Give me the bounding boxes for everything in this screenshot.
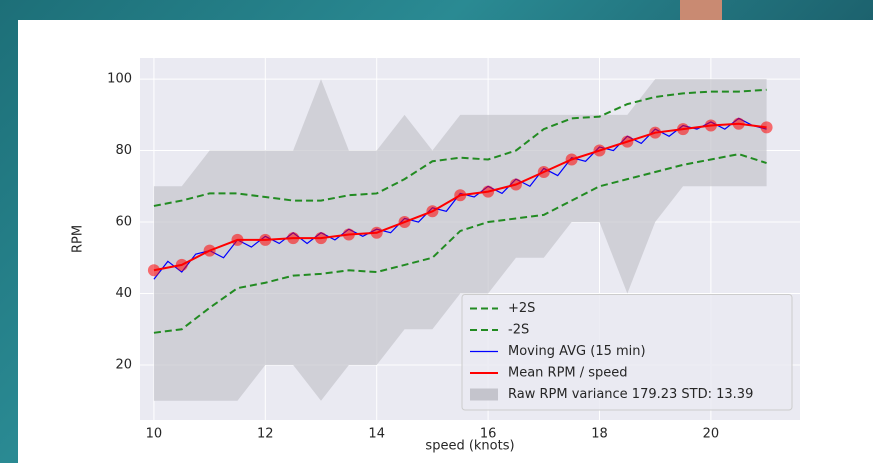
background-object <box>680 0 722 20</box>
marker <box>565 153 578 166</box>
marker <box>426 205 439 218</box>
marker <box>398 216 411 229</box>
marker <box>259 233 272 246</box>
y-tick-label: 20 <box>115 357 132 372</box>
marker <box>537 165 550 178</box>
marker <box>704 119 717 132</box>
x-tick-label: 10 <box>146 427 163 442</box>
marker <box>509 178 522 191</box>
legend-swatch <box>470 388 498 401</box>
marker <box>231 233 244 246</box>
y-tick-label: 60 <box>115 215 132 230</box>
x-tick-label: 20 <box>703 427 720 442</box>
marker <box>287 232 300 245</box>
marker <box>677 123 690 136</box>
marker <box>370 226 383 239</box>
marker <box>342 228 355 241</box>
marker <box>175 258 188 271</box>
x-axis-label: speed (knots) <box>425 439 514 454</box>
legend-label: Moving AVG (15 min) <box>508 344 646 359</box>
series-line <box>153 88 767 207</box>
legend-label: Raw RPM variance 179.23 STD: 13.39 <box>508 387 753 402</box>
legend-label: +2S <box>508 301 535 316</box>
marker <box>649 126 662 139</box>
marker <box>621 135 634 148</box>
marker <box>482 185 495 198</box>
x-tick-label: 12 <box>257 427 274 442</box>
marker <box>760 121 773 134</box>
legend <box>461 294 793 411</box>
marker <box>593 144 606 157</box>
legend-label: -2S <box>508 323 529 338</box>
y-tick-label: 80 <box>115 143 132 158</box>
y-axis-label: RPM <box>71 225 86 253</box>
marker <box>732 117 745 130</box>
marker <box>203 244 216 257</box>
x-tick-label: 16 <box>480 427 497 442</box>
y-tick-label: 40 <box>115 286 132 301</box>
legend-label: Mean RPM / speed <box>508 366 628 381</box>
marker <box>454 189 467 202</box>
x-tick-label: 14 <box>368 427 385 442</box>
y-tick-label: 100 <box>107 72 132 87</box>
series-line <box>153 153 767 334</box>
marker <box>315 232 328 245</box>
variance-band <box>153 79 767 401</box>
x-tick-label: 18 <box>591 427 608 442</box>
marker <box>147 264 160 277</box>
